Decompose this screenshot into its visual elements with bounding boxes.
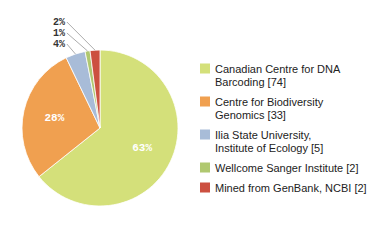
data-label: 4% <box>53 39 65 50</box>
legend-label: Ilia State University,Institute of Ecolo… <box>215 129 323 154</box>
legend-swatch <box>200 130 210 140</box>
leader-line <box>67 44 76 54</box>
pie-slice <box>90 50 100 128</box>
leader-line <box>67 22 95 50</box>
legend-label: Wellcome Sanger Institute [2] <box>215 162 358 174</box>
legend-label: Centre for BiodiversityGenomics [33] <box>215 96 324 121</box>
legend-swatch <box>200 97 210 107</box>
data-labels: 63% 28% 4%1%2% <box>44 17 152 155</box>
data-label: 28% <box>44 112 64 124</box>
leader-line <box>67 33 88 51</box>
legend-swatch <box>200 163 210 173</box>
data-label: 2% <box>53 17 65 28</box>
data-label: 1% <box>53 28 65 39</box>
legend-label: Canadian Centre for DNABarcoding [74] <box>215 63 341 88</box>
legend-swatch <box>200 64 210 74</box>
chart-container: 63% 28% 4%1%2% Canadian Centre for DNABarco… <box>0 0 380 240</box>
legend: Canadian Centre for DNABarcoding [74] Cen… <box>200 63 367 194</box>
slices <box>22 50 178 206</box>
legend-swatch <box>200 183 210 193</box>
legend-label: Mined from GenBank, NCBI [2] <box>215 182 367 194</box>
pie-slice <box>85 51 100 128</box>
data-label: 63% <box>132 142 152 154</box>
chart: 63% 28% 4%1%2% Canadian Centre for DNABarco… <box>0 0 380 240</box>
